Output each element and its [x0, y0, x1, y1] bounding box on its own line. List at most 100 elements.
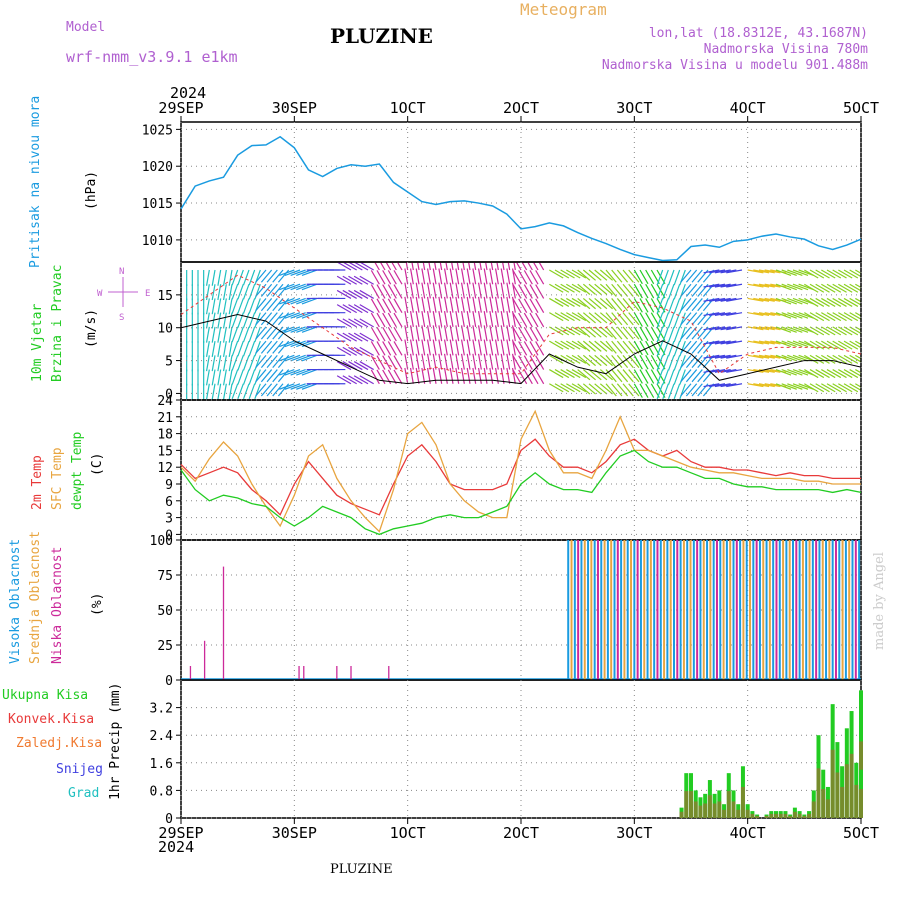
- conv-precip-bar: [788, 815, 793, 818]
- wind-barb: [685, 298, 698, 312]
- wind-barb: [228, 341, 233, 357]
- wind-barb: [500, 296, 505, 313]
- conv-precip-bar: [707, 795, 712, 818]
- wind-barb: [248, 269, 256, 286]
- wind-barb: [290, 354, 306, 362]
- wind-barb: [217, 355, 222, 372]
- wind-barb: [477, 296, 482, 313]
- wind-barb: [826, 369, 842, 379]
- wind-barb: [421, 268, 426, 285]
- wind-barb: [753, 354, 770, 359]
- wind-barb: [518, 312, 528, 328]
- wind-barb: [826, 269, 842, 279]
- conv-precip-bar: [712, 803, 717, 818]
- wind-barb: [804, 269, 819, 279]
- wind-barb: [566, 326, 581, 336]
- wind-barb: [639, 298, 649, 313]
- wind-barb: [566, 297, 581, 307]
- wind-barb: [370, 270, 380, 285]
- wind-barb: [404, 353, 409, 370]
- conv-precip-bar: [830, 749, 835, 818]
- wind-barb: [792, 354, 809, 362]
- wind-barb: [571, 312, 587, 322]
- wind-barb: [639, 269, 649, 285]
- wind-barb: [248, 298, 256, 314]
- wind-barb: [622, 326, 634, 340]
- bottom-time-tick-label: 4OCT: [730, 824, 766, 842]
- wind-barb: [248, 383, 256, 400]
- wind-barb: [809, 369, 825, 379]
- wind-barb: [523, 355, 533, 370]
- wind-barb: [662, 312, 669, 328]
- wind-barb: [301, 326, 318, 333]
- wind-barb: [527, 262, 533, 271]
- wind-barb: [599, 340, 613, 352]
- wind-barb: [404, 367, 409, 384]
- wind-barb: [639, 383, 649, 398]
- altitude-label: Nadmorska Visina 780m: [703, 42, 868, 57]
- wind-barb: [443, 353, 448, 370]
- y-tick-label: 21: [157, 411, 173, 426]
- wind-barb: [254, 326, 261, 343]
- y-tick-label: 0: [165, 528, 173, 543]
- wind-barb: [228, 298, 233, 315]
- wind-barb: [483, 296, 488, 313]
- wind-barb: [804, 297, 819, 307]
- wind-barb: [359, 361, 374, 371]
- wind-barb: [855, 283, 861, 289]
- wind-barb: [523, 326, 533, 342]
- wind-barb: [709, 383, 726, 388]
- wind-barb: [266, 283, 278, 297]
- wind-barb: [529, 326, 539, 342]
- wind-barb: [228, 284, 233, 301]
- wind-barb: [393, 355, 403, 370]
- wind-barb: [781, 326, 797, 333]
- wind-barb: [656, 269, 664, 286]
- wind-barb: [549, 269, 564, 279]
- wind-barb: [549, 283, 564, 293]
- wind-barb: [248, 355, 256, 371]
- wind-barb: [266, 354, 278, 368]
- wind-barb: [260, 369, 273, 383]
- wind-barb: [639, 312, 649, 327]
- temp-sfc-line: [180, 409, 861, 533]
- wind-barb: [272, 269, 284, 283]
- wind-barb: [566, 369, 581, 379]
- wind-barb: [370, 341, 380, 356]
- wind-barb: [554, 283, 570, 293]
- wind-barb: [518, 284, 528, 299]
- wind-barb: [832, 383, 847, 393]
- wind-barb: [720, 269, 737, 274]
- wind-barb: [628, 298, 640, 312]
- wind-barb: [443, 339, 448, 356]
- wind-barb: [622, 340, 634, 354]
- wind-barb: [667, 340, 675, 357]
- wind-barb: [342, 289, 357, 299]
- wind-barb: [222, 269, 227, 286]
- wind-barb: [393, 369, 403, 385]
- wind-barb: [277, 283, 290, 297]
- wind-barb: [673, 340, 681, 357]
- wind-barb: [393, 284, 403, 299]
- y-tick-label: 0: [165, 387, 173, 402]
- wind-barb: [255, 340, 267, 354]
- wind-barb: [679, 383, 686, 400]
- wind-barb: [611, 312, 623, 326]
- wind-barb: [645, 355, 655, 370]
- wind-barb: [691, 326, 703, 340]
- wind-barb: [506, 282, 511, 299]
- wind-barb: [512, 369, 522, 385]
- wind-barb: [222, 383, 227, 400]
- wind-barb: [279, 312, 295, 319]
- legend-frozen-rain: Zaledj.Kisa: [16, 736, 103, 751]
- wind-barb: [849, 369, 861, 377]
- wind-barb: [415, 367, 420, 384]
- wind-barb: [571, 269, 587, 279]
- wind-barb: [709, 340, 726, 345]
- wind-barb: [720, 340, 737, 345]
- wind-barb: [560, 297, 575, 307]
- wind-barb: [775, 383, 792, 390]
- conv-precip-bar: [750, 813, 755, 818]
- wind-speed-line: [180, 314, 862, 385]
- wind-barb: [512, 341, 522, 356]
